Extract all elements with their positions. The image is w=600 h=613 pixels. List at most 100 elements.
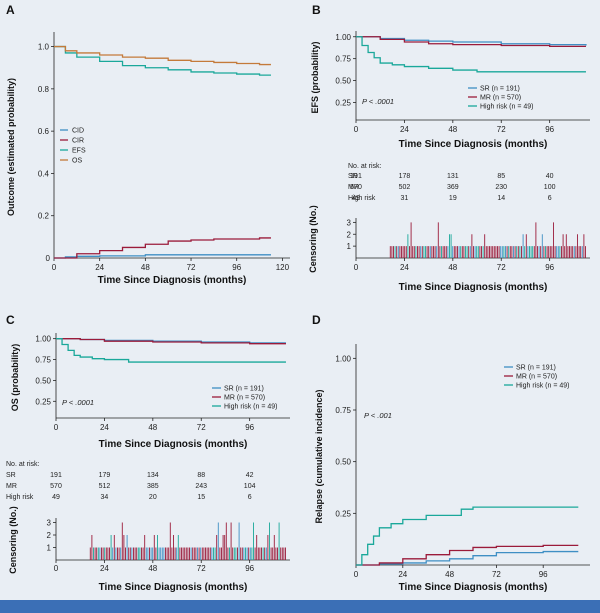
x-tick-label-D: 96 [539,570,548,579]
risk-value-C: 385 [147,483,159,490]
y-tick-label-A: 0.6 [38,127,50,136]
censoring-x-tick-label-C: 48 [148,564,157,573]
x-tick-label-B: 48 [448,125,457,134]
y-axis-title-B: EFS (probability) [310,41,320,113]
risk-value-B: 6 [548,195,552,202]
censoring-x-axis-title-B: Time Since Diagnosis (months) [399,282,548,293]
censoring-x-tick-label-B: 72 [497,263,506,272]
legend-label-C-MR: MR (n = 570) [224,395,265,402]
series-line-A-CIR [54,237,271,259]
risk-value-B: 31 [401,195,409,202]
risk-value-C: 20 [149,494,157,501]
censoring-x-axis-title-C: Time Since Diagnosis (months) [99,582,248,593]
y-tick-label-C: 0.50 [35,376,51,385]
risk-value-B: 49 [352,195,360,202]
y-tick-label-C: 1.00 [35,335,51,344]
risk-value-C: 42 [246,472,254,479]
censoring-x-tick-label-C: 96 [245,564,254,573]
legend-label-B-MR: MR (n = 570) [480,95,521,102]
risk-value-B: 502 [399,184,411,191]
series-line-D-MR [356,544,579,566]
series-line-A-CID [54,254,271,259]
y-tick-label-B: 0.50 [335,77,351,86]
risk-row-label-C: High risk [6,494,34,501]
x-tick-label-A: 72 [187,263,196,272]
legend-label-OS: OS [72,158,82,165]
risk-value-C: 134 [147,472,159,479]
risk-value-B: 369 [447,184,459,191]
series-line-B-HR [356,36,586,73]
series-line-A-OS [54,45,271,66]
risk-value-C: 15 [197,494,205,501]
panel-letter-D: D [312,313,321,327]
x-tick-label-D: 72 [492,570,501,579]
legend-label-D-MR: MR (n = 570) [516,374,557,381]
y-tick-label-D: 1.00 [335,354,351,363]
y-tick-label-B: 1.00 [335,33,351,42]
risk-value-C: 191 [50,472,62,479]
risk-row-label-B: MR [348,184,359,191]
x-tick-label-C: 24 [100,423,109,432]
y-tick-label-A: 0.8 [38,85,50,94]
risk-value-B: 178 [399,173,411,180]
y-axis-title-A: Outcome (estimated probability) [6,78,16,216]
censoring-x-tick-label-B: 48 [448,263,457,272]
censoring-y-tick-label-C: 2 [47,531,52,540]
censoring-y-axis-title-B: Censoring (No.) [308,205,318,273]
legend-label-CIR: CIR [72,138,84,145]
x-tick-label-D: 48 [445,570,454,579]
x-axis-title-C: Time Since Diagnosis (months) [99,439,248,450]
risk-value-C: 49 [52,494,60,501]
risk-value-B: 100 [544,184,556,191]
risk-value-C: 512 [99,483,111,490]
y-tick-label-D: 0.50 [335,458,351,467]
y-tick-label-A: 0.4 [38,169,50,178]
y-tick-label-C: 0.25 [35,397,51,406]
x-tick-label-C: 0 [54,423,59,432]
risk-value-C: 243 [195,483,207,490]
risk-value-B: 191 [350,173,362,180]
x-tick-label-C: 96 [245,423,254,432]
censoring-x-tick-label-B: 0 [354,263,359,272]
censoring-x-tick-label-C: 0 [54,564,59,573]
censoring-x-tick-label-B: 24 [400,263,409,272]
risk-value-C: 570 [50,483,62,490]
x-tick-label-A: 0 [52,263,57,272]
risk-value-B: 19 [449,195,457,202]
series-line-B-SR [356,36,587,46]
censoring-y-tick-label-C: 1 [47,544,52,553]
legend-label-D-SR: SR (n = 191) [516,365,556,372]
risk-value-B: 14 [497,195,505,202]
legend-label-B-SR: SR (n = 191) [480,86,520,93]
risk-value-B: 85 [497,173,505,180]
panel-letter-C: C [6,313,15,327]
x-tick-label-A: 48 [141,263,150,272]
legend-label-C-HR: High risk (n = 49) [224,404,278,411]
risk-row-label-C: SR [6,472,16,479]
y-tick-label-D: 0.25 [335,509,351,518]
legend-label-D-HR: High risk (n = 49) [516,383,570,390]
legend-label-B-HR: High risk (n = 49) [480,104,534,111]
risk-value-B: 40 [546,173,554,180]
censoring-y-tick-label-B: 2 [347,230,352,239]
series-line-C-HR [56,338,286,363]
panel-letter-B: B [312,3,321,17]
risk-table-title-B: No. at risk: [348,163,382,170]
x-tick-label-A: 24 [95,263,104,272]
y-axis-title-D: Relapse (cumulative incidence) [314,389,324,523]
risk-row-label-B: High risk [348,195,376,202]
legend-label-C-SR: SR (n = 191) [224,386,264,393]
risk-value-B: 131 [447,173,459,180]
y-tick-label-A: 0 [46,254,51,263]
x-axis-title-A: Time Since Diagnosis (months) [98,275,247,286]
y-tick-label-D: 0.75 [335,406,351,415]
y-tick-label-B: 0.25 [335,98,351,107]
x-axis-title-D: Time Since Diagnosis (months) [399,582,548,593]
risk-value-B: 230 [495,184,507,191]
censoring-x-tick-label-C: 24 [100,564,109,573]
censoring-y-tick-label-B: 3 [347,218,352,227]
series-line-C-MR [56,338,286,345]
censoring-y-tick-label-C: 3 [47,519,52,528]
risk-row-label-C: MR [6,483,17,490]
